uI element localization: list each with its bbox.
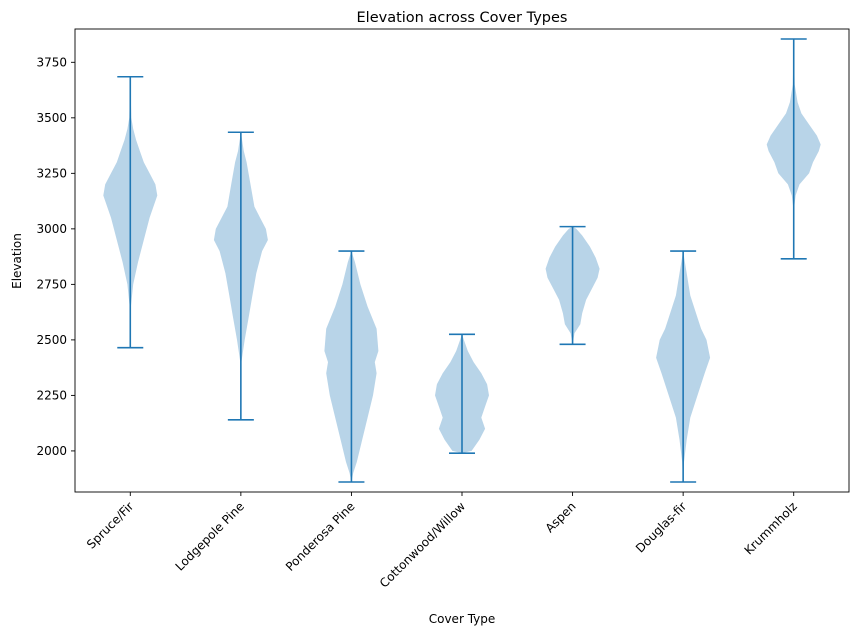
y-tick-label: 2500 bbox=[36, 333, 67, 347]
x-tick-label: Aspen bbox=[543, 499, 579, 535]
y-axis-label: Elevation bbox=[10, 233, 24, 289]
y-tick-label: 3750 bbox=[36, 55, 67, 69]
y-tick-label: 3500 bbox=[36, 111, 67, 125]
y-tick-label: 3000 bbox=[36, 222, 67, 236]
chart-title: Elevation across Cover Types bbox=[357, 10, 568, 26]
violin-layer bbox=[103, 38, 821, 483]
y-tick-label: 2000 bbox=[36, 444, 67, 458]
y-axis: 2000 2250 2500 2750 3000 3250 3500 3750 bbox=[36, 55, 75, 458]
x-tick-label: Cottonwood/Willow bbox=[377, 499, 468, 590]
x-tick-label: Spruce/Fir bbox=[84, 499, 136, 551]
x-axis-label: Cover Type bbox=[429, 612, 496, 626]
x-tick-label: Krummholz bbox=[742, 499, 800, 557]
y-tick-label: 2750 bbox=[36, 277, 67, 291]
x-axis: Spruce/Fir Lodgepole Pine Ponderosa Pine Co… bbox=[84, 492, 800, 590]
x-tick-label: Ponderosa Pine bbox=[283, 499, 358, 574]
y-tick-label: 3250 bbox=[36, 166, 67, 180]
y-tick-label: 2250 bbox=[36, 388, 67, 402]
x-tick-label: Douglas-fir bbox=[633, 499, 689, 555]
x-tick-label: Lodgepole Pine bbox=[173, 499, 247, 573]
